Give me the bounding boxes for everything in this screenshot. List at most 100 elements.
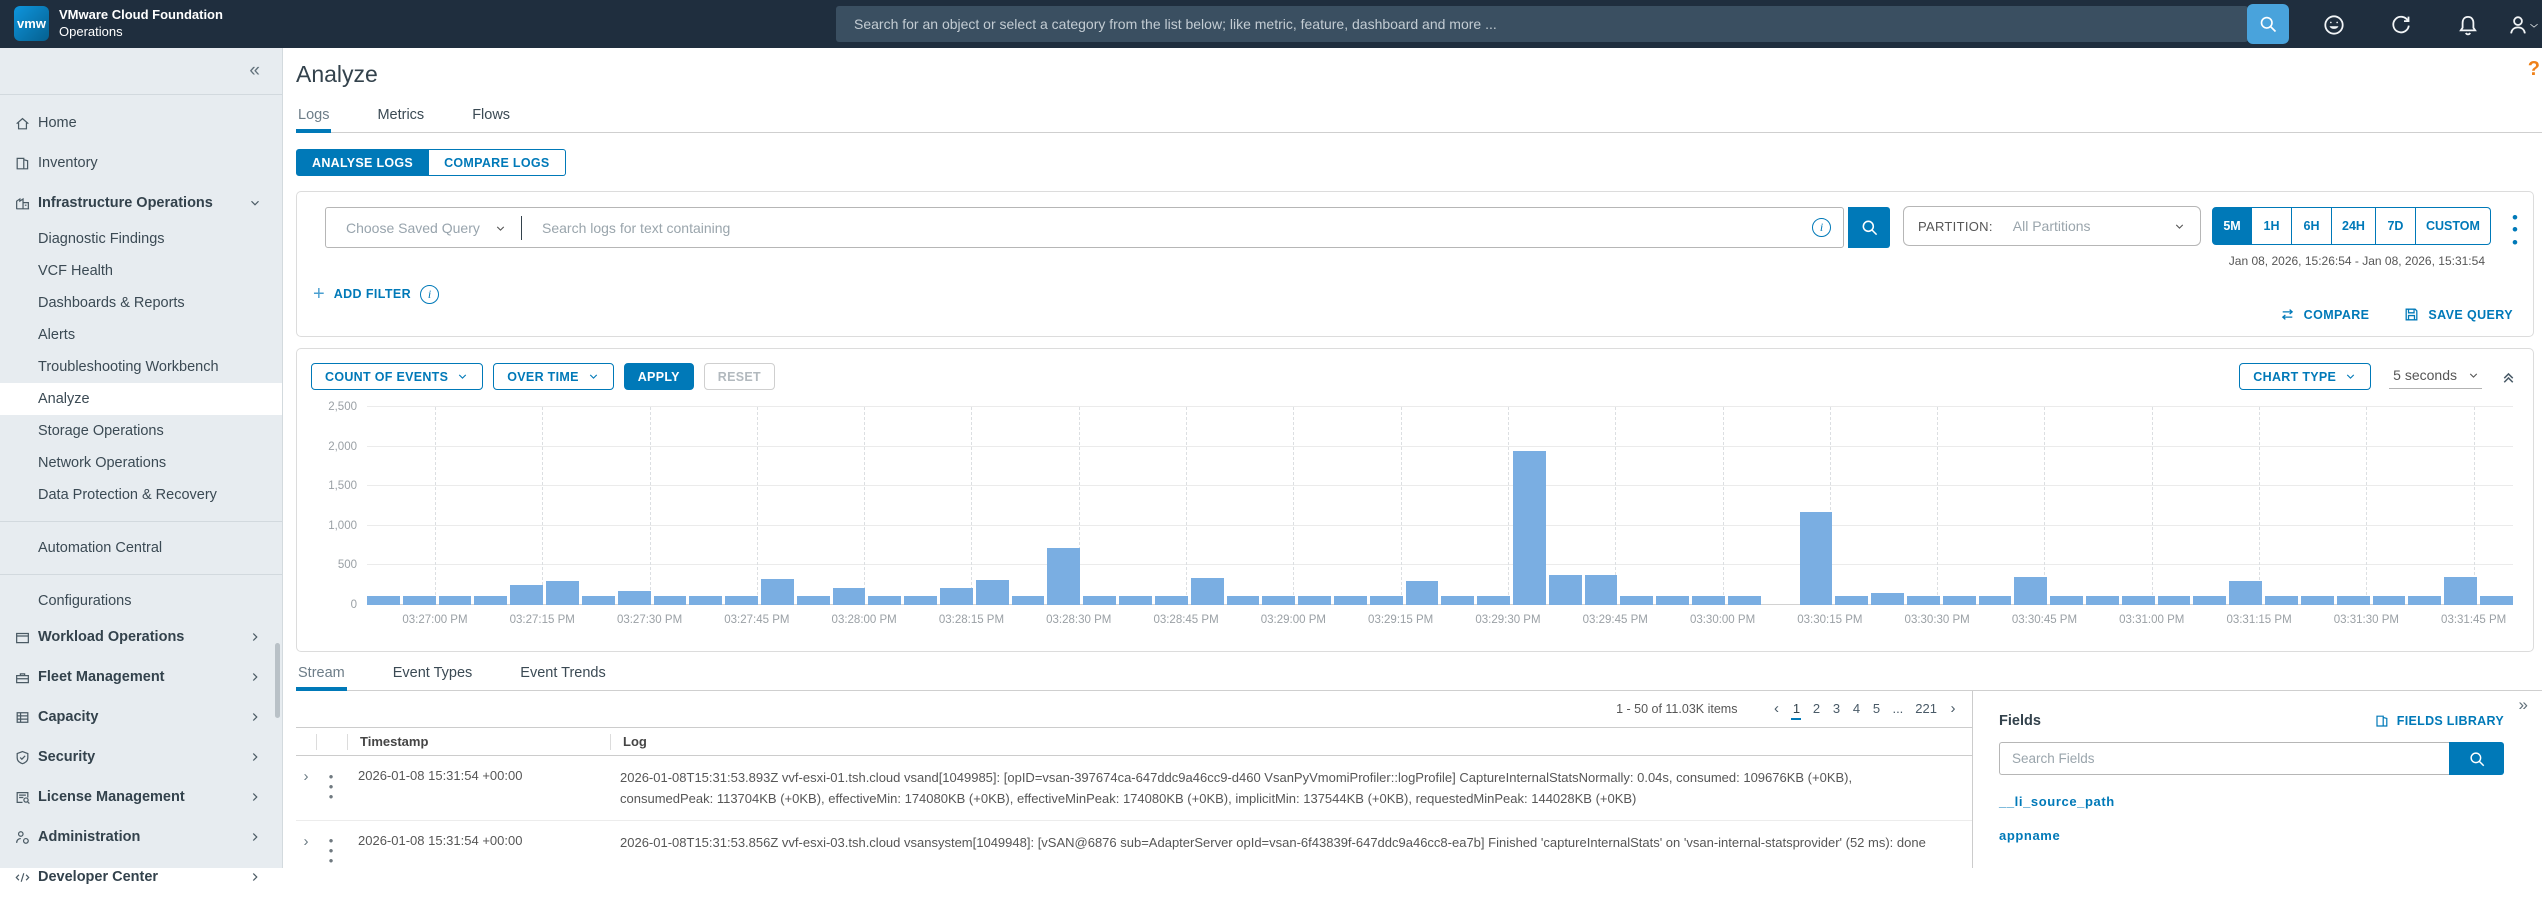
tab-metrics[interactable]: Metrics xyxy=(377,107,425,123)
chart-bar[interactable] xyxy=(689,595,723,605)
chart-bar[interactable] xyxy=(474,596,508,605)
pager-page-2[interactable]: 2 xyxy=(1812,700,1821,716)
sidebar-item-data-protection-recovery[interactable]: Data Protection & Recovery xyxy=(0,479,282,511)
pager-prev-icon[interactable]: ‹ xyxy=(1773,699,1779,717)
run-query-button[interactable] xyxy=(1848,207,1890,248)
chart-bar[interactable] xyxy=(617,590,651,605)
results-tab-stream[interactable]: Stream xyxy=(296,661,347,691)
sidebar-scrollbar[interactable] xyxy=(275,643,280,718)
sidebar-item-developer-center[interactable]: Developer Center xyxy=(0,857,282,897)
fields-search-input[interactable] xyxy=(1999,742,2449,775)
time-range-custom[interactable]: CUSTOM xyxy=(2415,207,2491,245)
pager-next-icon[interactable]: › xyxy=(1950,699,1956,717)
chart-bar[interactable] xyxy=(1477,595,1510,605)
saved-query-dropdown[interactable]: Choose Saved Query xyxy=(346,219,480,236)
chart-bar[interactable] xyxy=(402,596,436,605)
chart-bar[interactable] xyxy=(975,580,1009,605)
sidebar-item-automation-central[interactable]: Automation Central xyxy=(0,532,282,564)
fields-collapse-icon[interactable]: » xyxy=(2518,695,2528,714)
chart-bar[interactable] xyxy=(2300,595,2334,605)
pager-page-5[interactable]: 5 xyxy=(1872,700,1881,716)
collapse-chart-icon[interactable] xyxy=(2500,368,2517,385)
chart-bar[interactable] xyxy=(581,595,615,605)
save-query-button[interactable]: SAVE QUERY xyxy=(2403,306,2513,323)
chart-bar[interactable] xyxy=(1799,511,1833,605)
chart-bar[interactable] xyxy=(2265,595,2298,605)
global-search-button[interactable] xyxy=(2247,4,2289,44)
pager-page-4[interactable]: 4 xyxy=(1852,700,1861,716)
chart-bar[interactable] xyxy=(1047,547,1081,605)
chart-bar[interactable] xyxy=(1835,595,1869,605)
chart-type-dropdown[interactable]: CHART TYPE xyxy=(2239,363,2372,390)
pager-page-1[interactable]: 1 xyxy=(1787,699,1805,720)
chart-bar[interactable] xyxy=(1405,581,1439,605)
notifications-bell-icon[interactable] xyxy=(2456,13,2480,37)
chart-bar[interactable] xyxy=(760,578,794,605)
sidebar-item-diagnostic-findings[interactable]: Diagnostic Findings xyxy=(0,223,282,255)
interval-select[interactable]: 5 seconds xyxy=(2389,364,2482,389)
sidebar-item-infrastructure-operations[interactable]: Infrastructure Operations xyxy=(0,183,282,223)
row-expand-chevron-icon[interactable]: › xyxy=(303,768,309,785)
field-item-li-source-path[interactable]: __li_source_path xyxy=(1999,794,2115,809)
sidebar-item-network-operations[interactable]: Network Operations xyxy=(0,447,282,479)
chart-bar[interactable] xyxy=(2444,576,2477,605)
chart-bar[interactable] xyxy=(1119,595,1152,605)
chart-bar[interactable] xyxy=(1262,595,1296,605)
sidebar-item-capacity[interactable]: Capacity xyxy=(0,697,282,737)
chart-bar[interactable] xyxy=(2014,577,2048,605)
log-search-input[interactable] xyxy=(522,219,1812,236)
sidebar-item-administration[interactable]: Administration xyxy=(0,817,282,857)
row-expand-chevron-icon[interactable]: › xyxy=(303,832,309,850)
analyse-logs-button[interactable]: ANALYSE LOGS xyxy=(296,149,430,176)
chart-bar[interactable] xyxy=(2086,595,2119,605)
chart-bar[interactable] xyxy=(904,595,937,605)
chart-bar[interactable] xyxy=(2336,595,2370,605)
chart-bar[interactable] xyxy=(2121,595,2155,605)
sidebar-item-inventory[interactable]: Inventory xyxy=(0,143,282,183)
chart-bar[interactable] xyxy=(1656,595,1690,605)
compare-logs-button[interactable]: COMPARE LOGS xyxy=(429,149,566,176)
chart-bar[interactable] xyxy=(1190,578,1224,605)
chart-bar[interactable] xyxy=(940,588,973,605)
chart-bar[interactable] xyxy=(2229,581,2263,605)
chart-bar[interactable] xyxy=(1727,595,1761,605)
chart-bar[interactable] xyxy=(510,585,544,605)
chart-bar[interactable] xyxy=(1871,593,1904,605)
chart-bar[interactable] xyxy=(1441,595,1475,605)
chart-bar[interactable] xyxy=(832,588,866,605)
time-range-24h[interactable]: 24H xyxy=(2332,207,2376,245)
time-range-5m[interactable]: 5M xyxy=(2212,207,2252,245)
chart-bar[interactable] xyxy=(2050,595,2083,605)
chart-bar[interactable] xyxy=(1298,595,1331,605)
apply-button[interactable]: APPLY xyxy=(623,363,694,390)
sidebar-item-analyze[interactable]: Analyze xyxy=(0,383,282,415)
add-filter-button[interactable]: + ADD FILTER i xyxy=(313,284,440,304)
help-icon[interactable]: ? xyxy=(2527,58,2540,80)
chart-bar[interactable] xyxy=(2479,596,2513,605)
chart-bar[interactable] xyxy=(1513,450,1546,605)
metric-dropdown[interactable]: COUNT OF EVENTS xyxy=(311,363,484,390)
time-range-6h[interactable]: 6H xyxy=(2292,207,2332,245)
timestamp-column-header[interactable]: Timestamp xyxy=(360,734,429,749)
partition-dropdown[interactable]: PARTITION: All Partitions xyxy=(1903,206,2201,246)
chart-bar[interactable] xyxy=(2408,595,2442,605)
chart-bar[interactable] xyxy=(1548,574,1582,605)
sidebar-item-configurations[interactable]: Configurations xyxy=(0,585,282,617)
chart-bar[interactable] xyxy=(546,581,579,605)
chart-plot[interactable]: 03:27:00 PM 03:27:15 PM 03:27:30 PM 03:27:4… xyxy=(367,406,2513,626)
chart-bar[interactable] xyxy=(2193,595,2227,605)
sidebar-collapse-icon[interactable]: « xyxy=(249,60,260,81)
chart-bar[interactable] xyxy=(1083,595,1117,605)
time-range-7d[interactable]: 7D xyxy=(2375,207,2416,245)
pager-page-[interactable]: ... xyxy=(1892,700,1904,716)
chart-bar[interactable] xyxy=(868,595,902,605)
fields-search-button[interactable] xyxy=(2449,742,2504,775)
sidebar-item-home[interactable]: Home xyxy=(0,103,282,143)
tab-logs[interactable]: Logs xyxy=(296,103,332,133)
row-kebab-icon[interactable]: • • • xyxy=(328,833,334,868)
chart-bar[interactable] xyxy=(2372,595,2406,605)
sidebar-item-security[interactable]: Security xyxy=(0,737,282,777)
dimension-dropdown[interactable]: OVER TIME xyxy=(493,363,614,390)
row-kebab-icon[interactable]: • • • xyxy=(328,768,334,804)
chart-bar[interactable] xyxy=(1369,595,1403,605)
